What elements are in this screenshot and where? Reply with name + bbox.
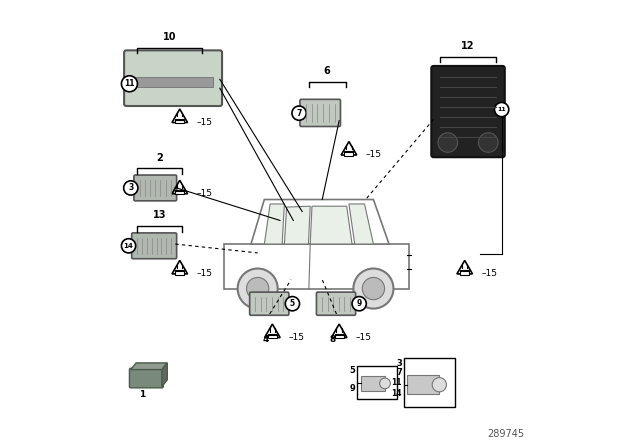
Polygon shape xyxy=(264,204,284,244)
Circle shape xyxy=(362,277,385,300)
Polygon shape xyxy=(251,199,389,244)
Text: 7: 7 xyxy=(396,368,402,377)
Text: 3: 3 xyxy=(396,358,402,367)
Text: 5: 5 xyxy=(290,299,295,308)
Text: 11: 11 xyxy=(392,378,402,387)
Text: 9: 9 xyxy=(356,299,362,308)
Circle shape xyxy=(479,133,498,152)
Polygon shape xyxy=(284,206,310,244)
Polygon shape xyxy=(349,204,373,244)
Circle shape xyxy=(237,268,278,309)
Text: –15: –15 xyxy=(481,269,497,278)
Text: 5: 5 xyxy=(349,366,355,375)
Bar xyxy=(175,119,184,123)
Text: 289745: 289745 xyxy=(488,429,525,439)
Text: 10: 10 xyxy=(163,32,176,43)
Text: 13: 13 xyxy=(153,211,166,220)
Bar xyxy=(344,151,353,155)
Bar xyxy=(335,334,344,338)
FancyBboxPatch shape xyxy=(300,99,340,126)
FancyBboxPatch shape xyxy=(134,175,177,201)
Circle shape xyxy=(353,268,394,309)
Polygon shape xyxy=(162,363,167,387)
FancyBboxPatch shape xyxy=(431,66,505,157)
Text: 14: 14 xyxy=(392,389,402,398)
Text: –15: –15 xyxy=(196,118,212,127)
Bar xyxy=(357,366,397,399)
Bar xyxy=(460,270,469,275)
Circle shape xyxy=(122,239,136,253)
Text: 4: 4 xyxy=(262,336,269,345)
Text: 12: 12 xyxy=(461,41,475,51)
FancyBboxPatch shape xyxy=(316,292,356,315)
FancyBboxPatch shape xyxy=(250,292,289,315)
Bar xyxy=(407,375,439,394)
Circle shape xyxy=(246,277,269,300)
Text: –15: –15 xyxy=(356,333,372,342)
Bar xyxy=(175,270,184,275)
Bar xyxy=(404,358,455,407)
FancyBboxPatch shape xyxy=(132,233,177,259)
Text: –15: –15 xyxy=(289,333,305,342)
Bar xyxy=(175,190,184,194)
Circle shape xyxy=(495,103,509,116)
Bar xyxy=(224,244,409,289)
Text: 11: 11 xyxy=(124,79,134,88)
Bar xyxy=(268,334,277,338)
Text: 11: 11 xyxy=(497,107,506,112)
Text: 6: 6 xyxy=(324,66,330,76)
Circle shape xyxy=(122,76,138,92)
Circle shape xyxy=(352,297,366,311)
Text: 14: 14 xyxy=(124,243,134,249)
Circle shape xyxy=(380,378,390,389)
Text: –15: –15 xyxy=(196,189,212,198)
Text: 3: 3 xyxy=(128,183,133,193)
Circle shape xyxy=(438,133,458,152)
FancyBboxPatch shape xyxy=(129,368,163,388)
Text: 7: 7 xyxy=(296,108,302,118)
Circle shape xyxy=(124,181,138,195)
Bar xyxy=(133,77,213,87)
Text: 1: 1 xyxy=(139,390,145,399)
FancyBboxPatch shape xyxy=(124,50,222,106)
Polygon shape xyxy=(310,206,352,244)
Circle shape xyxy=(285,297,300,311)
Text: –15: –15 xyxy=(196,269,212,278)
Text: 8: 8 xyxy=(330,336,335,345)
Circle shape xyxy=(292,106,306,120)
Bar xyxy=(360,376,385,391)
Text: 9: 9 xyxy=(349,384,355,393)
Text: –15: –15 xyxy=(365,151,381,159)
Polygon shape xyxy=(131,363,167,370)
Text: 2: 2 xyxy=(156,153,163,163)
Circle shape xyxy=(432,378,447,392)
